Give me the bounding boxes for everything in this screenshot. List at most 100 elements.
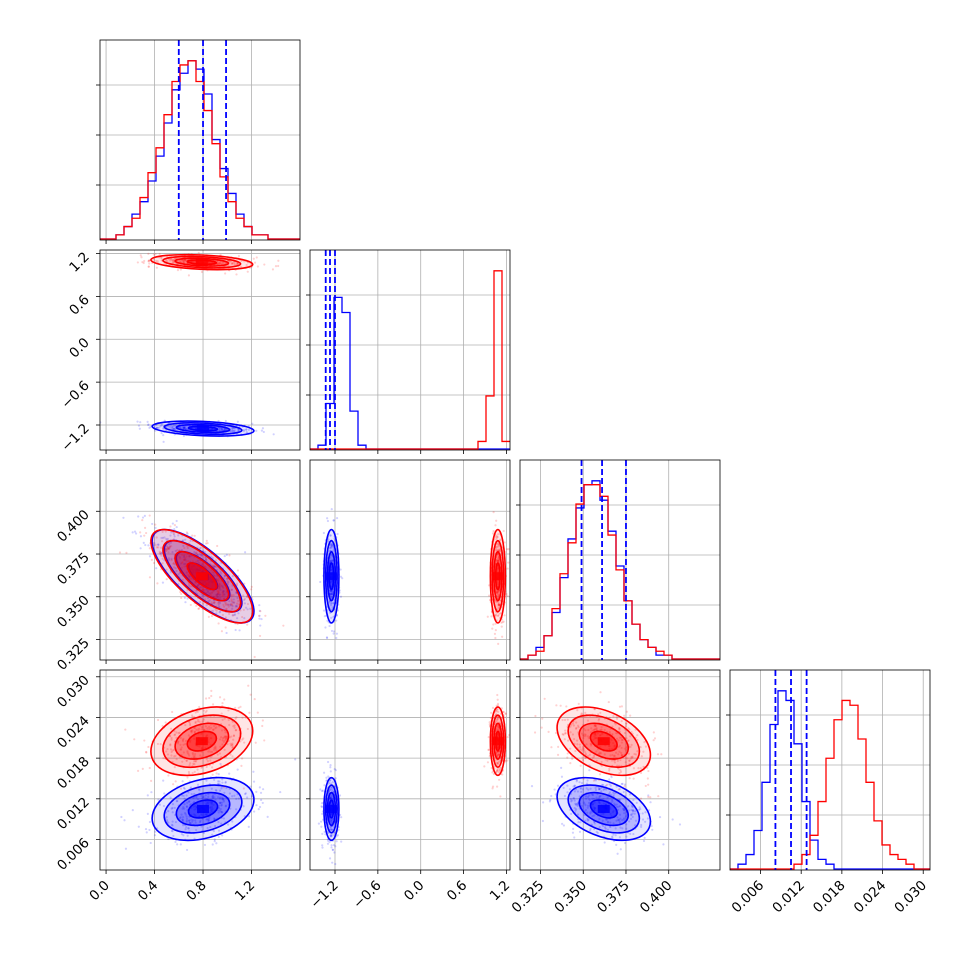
red-peak-bin bbox=[491, 737, 504, 746]
red-sample-point bbox=[565, 705, 568, 708]
blue-sample-point bbox=[609, 825, 612, 829]
red-sample-point bbox=[176, 268, 180, 272]
red-sample-point bbox=[540, 726, 543, 729]
blue-sample-point bbox=[339, 595, 343, 598]
red-sample-point bbox=[652, 731, 655, 734]
red-sample-point bbox=[187, 574, 191, 578]
red-sample-point bbox=[205, 758, 208, 761]
red-sample-point bbox=[196, 710, 199, 713]
blue-sample-point bbox=[334, 845, 337, 848]
panel-frame bbox=[309, 459, 511, 661]
blue-sample-point bbox=[572, 785, 575, 788]
red-sample-point bbox=[184, 723, 187, 727]
blue-sample-point bbox=[246, 796, 249, 799]
blue-sample-point bbox=[575, 778, 579, 782]
red-sample-point bbox=[224, 272, 227, 275]
red-sample-point bbox=[154, 523, 157, 526]
red-sample-point bbox=[497, 604, 500, 607]
blue-sample-point bbox=[605, 818, 608, 821]
red-sample-point bbox=[226, 577, 229, 580]
blue-sample-point bbox=[621, 807, 625, 811]
blue-sample-point bbox=[209, 579, 212, 582]
blue-sample-point bbox=[231, 601, 234, 604]
blue-sample-point bbox=[328, 779, 332, 782]
red-sample-point bbox=[154, 543, 157, 547]
blue-sample-point bbox=[576, 804, 579, 808]
red-sample-point bbox=[158, 550, 161, 553]
blue-sample-point bbox=[183, 426, 186, 429]
red-sample-point bbox=[232, 734, 236, 737]
red-sample-point bbox=[159, 256, 163, 259]
red-sample-point bbox=[221, 591, 224, 594]
blue-sample-point bbox=[330, 543, 333, 546]
red-sample-point bbox=[621, 738, 624, 742]
blue-sample-point bbox=[174, 549, 177, 553]
blue-sample-point bbox=[598, 826, 601, 829]
red-sample-point bbox=[498, 760, 501, 763]
red-sample-point bbox=[608, 767, 611, 770]
blue-sample-point bbox=[172, 427, 175, 431]
blue-sample-point bbox=[616, 852, 619, 855]
red-sample-point bbox=[499, 766, 503, 769]
blue-sample-point bbox=[549, 798, 552, 802]
red-sample-point bbox=[143, 739, 146, 742]
red-sample-point bbox=[504, 759, 507, 762]
blue-sample-point bbox=[201, 797, 204, 800]
red-sample-point bbox=[204, 559, 208, 562]
red-sample-point bbox=[624, 749, 628, 752]
red-sample-point bbox=[652, 739, 655, 742]
red-sample-point bbox=[571, 722, 575, 725]
blue-sample-point bbox=[602, 798, 605, 801]
red-sample-point bbox=[191, 565, 194, 568]
blue-sample-point bbox=[615, 843, 618, 846]
red-sample-point bbox=[576, 743, 579, 746]
red-sample-point bbox=[217, 601, 220, 605]
blue-sample-point bbox=[622, 790, 625, 794]
red-sample-point bbox=[210, 563, 213, 567]
blue-sample-point bbox=[615, 819, 618, 822]
blue-sample-point bbox=[331, 818, 334, 821]
red-sample-point bbox=[143, 259, 146, 263]
red-sample-point bbox=[497, 710, 500, 713]
red-sample-point bbox=[219, 745, 222, 748]
red-sample-point bbox=[218, 696, 222, 699]
blue-sample-point bbox=[330, 508, 333, 511]
red-sample-point bbox=[147, 265, 150, 268]
red-sample-point bbox=[618, 727, 621, 730]
red-sample-point bbox=[580, 712, 583, 715]
red-sample-point bbox=[581, 749, 584, 752]
red-sample-point bbox=[221, 718, 224, 721]
panel-2-2 bbox=[520, 460, 720, 660]
blue-sample-point bbox=[179, 562, 183, 565]
blue-sample-point bbox=[589, 811, 592, 814]
red-sample-point bbox=[237, 706, 240, 709]
blue-sample-point bbox=[173, 806, 176, 810]
red-sample-point bbox=[147, 265, 150, 268]
red-sample-point bbox=[179, 590, 182, 594]
blue-sample-point bbox=[235, 808, 238, 811]
blue-sample-point bbox=[162, 440, 165, 443]
blue-sample-point bbox=[328, 624, 331, 628]
blue-sample-point bbox=[223, 429, 226, 432]
red-sample-point bbox=[178, 563, 181, 567]
blue-sample-point bbox=[192, 569, 195, 572]
red-sample-point bbox=[187, 734, 190, 737]
red-sample-point bbox=[218, 738, 222, 741]
blue-sample-point bbox=[225, 553, 228, 556]
red-sample-point bbox=[191, 534, 194, 537]
panel-bg bbox=[310, 460, 510, 660]
blue-sample-point bbox=[600, 786, 603, 790]
blue-sample-point bbox=[181, 794, 184, 797]
red-sample-point bbox=[177, 740, 180, 743]
red-sample-point bbox=[566, 718, 569, 721]
red-sample-point bbox=[230, 598, 233, 601]
red-sample-point bbox=[488, 721, 491, 724]
red-sample-point bbox=[230, 262, 234, 265]
blue-sample-point bbox=[191, 820, 194, 823]
blue-sample-point bbox=[205, 818, 208, 821]
blue-sample-point bbox=[592, 805, 595, 809]
red-sample-point bbox=[507, 561, 510, 564]
blue-sample-point bbox=[183, 787, 186, 790]
red-sample-point bbox=[173, 766, 176, 769]
blue-sample-point bbox=[183, 797, 186, 800]
